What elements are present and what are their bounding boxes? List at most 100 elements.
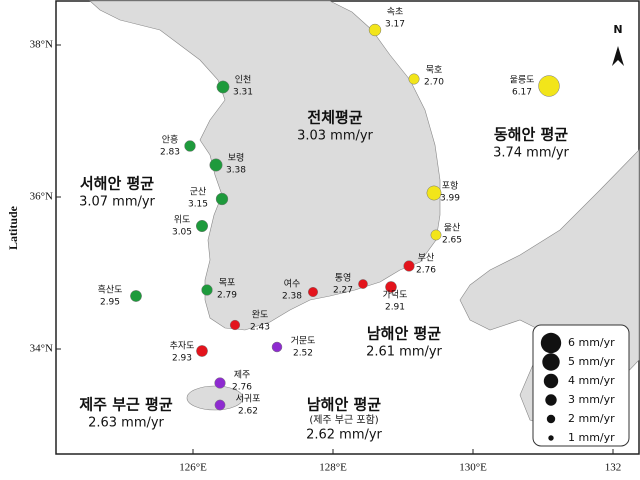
legend-label: 6 mm/yr: [568, 336, 615, 349]
station-value: 2.76: [416, 266, 436, 276]
average-value: 2.62 mm/yr: [306, 428, 382, 443]
average-name: 남해안 평균: [367, 325, 441, 343]
jeju-land: [186, 385, 244, 411]
station-marker: [307, 286, 319, 298]
station-value: 3.15: [188, 200, 208, 210]
legend-label: 4 mm/yr: [568, 374, 615, 387]
legend-marker: [548, 435, 554, 441]
station-marker: [538, 75, 560, 97]
station-marker: [403, 260, 415, 272]
average-name: 남해안 평균: [307, 396, 381, 414]
station-name: 울산: [444, 223, 461, 234]
lon-tick-label: 130°E: [459, 462, 487, 474]
station-marker: [430, 229, 442, 241]
station-name: 추자도: [170, 341, 195, 352]
station-marker: [195, 219, 209, 233]
station-name: 위도: [174, 215, 191, 226]
station-name: 완도: [252, 310, 269, 321]
station-marker: [358, 279, 368, 289]
station-value: 2.79: [217, 291, 237, 301]
station-value: 2.38: [282, 292, 302, 302]
station-name: 울릉도: [510, 75, 535, 86]
station-value: 2.83: [160, 148, 180, 158]
station-marker: [368, 23, 382, 37]
legend-marker: [542, 353, 560, 371]
average-name: 서해안 평균: [80, 175, 154, 193]
station-value: 2.52: [293, 349, 313, 359]
station-value: 6.17: [512, 88, 532, 98]
station-marker: [216, 80, 230, 94]
lon-tick-label: 132: [605, 462, 622, 474]
station-marker: [408, 73, 420, 85]
station-name: 묵호: [426, 65, 443, 76]
station-name: 속초: [387, 7, 404, 18]
lat-tick-label: 34°N: [30, 343, 53, 355]
station-value: 2.43: [250, 323, 270, 333]
legend-marker: [540, 332, 562, 354]
station-marker: [271, 341, 283, 353]
legend-marker: [543, 373, 559, 389]
legend-label: 2 mm/yr: [568, 412, 615, 425]
station-name: 부산: [418, 253, 435, 264]
average-value: 2.63 mm/yr: [88, 416, 164, 431]
station-value: 2.70: [424, 78, 444, 88]
station-marker: [214, 377, 226, 389]
station-name: 흑산도: [98, 284, 123, 296]
station-marker: [214, 399, 226, 411]
station-name: 보령: [228, 152, 245, 164]
average-value: 3.74 mm/yr: [493, 146, 569, 161]
lat-tick-label: 38°N: [30, 39, 53, 51]
average-name: 전체평균: [307, 109, 362, 127]
station-marker: [196, 345, 208, 357]
station-value: 3.31: [233, 88, 253, 98]
station-name: 서귀포: [236, 394, 261, 405]
average-name: 동해안 평균: [494, 126, 568, 144]
average-value: 3.07 mm/yr: [79, 195, 155, 210]
lon-tick-label: 126°E: [179, 462, 207, 474]
north-arrow: [612, 46, 624, 66]
station-value: 2.95: [100, 298, 120, 308]
station-value: 2.62: [238, 407, 258, 417]
station-marker: [130, 290, 142, 302]
y-axis-label: Latitude: [6, 205, 20, 250]
station-marker: [385, 281, 397, 293]
station-name: 통영: [335, 273, 352, 284]
station-name: 포항: [442, 181, 459, 192]
station-value: 3.05: [172, 228, 192, 238]
station-name: 인천: [235, 75, 252, 86]
station-marker: [184, 140, 196, 152]
station-marker: [209, 158, 223, 172]
station-marker: [201, 284, 213, 296]
station-value: 3.17: [385, 20, 405, 30]
station-value: 3.38: [226, 166, 246, 176]
station-marker: [229, 319, 241, 331]
station-name: 목포: [219, 278, 236, 289]
legend-marker: [546, 414, 556, 424]
station-marker: [426, 185, 442, 201]
station-name: 군산: [190, 187, 207, 198]
station-value: 2.27: [333, 286, 353, 296]
average-name: 제주 부근 평균: [79, 396, 172, 414]
station-value: 2.91: [385, 303, 405, 313]
average-value: 3.03 mm/yr: [297, 129, 373, 144]
north-label: N: [613, 23, 622, 36]
average-note: (제주 부근 포함): [309, 414, 378, 426]
legend-label: 3 mm/yr: [568, 393, 615, 406]
station-name: 가덕도: [383, 290, 408, 301]
station-name: 제주: [234, 370, 251, 381]
station-value: 2.76: [232, 383, 252, 393]
legend-label: 1 mm/yr: [568, 431, 615, 444]
station-value: 2.65: [442, 236, 462, 246]
average-value: 2.61 mm/yr: [366, 345, 442, 360]
station-name: 안흥: [162, 134, 179, 146]
legend-box: [532, 324, 630, 447]
legend-label: 5 mm/yr: [568, 355, 615, 368]
station-name: 거문도: [291, 336, 316, 347]
station-value: 2.93: [172, 354, 192, 364]
lat-tick-label: 36°N: [30, 191, 53, 203]
station-value: 3.99: [440, 194, 460, 204]
korea-land: [89, 0, 441, 331]
station-marker: [215, 192, 229, 206]
legend-marker: [545, 394, 557, 406]
